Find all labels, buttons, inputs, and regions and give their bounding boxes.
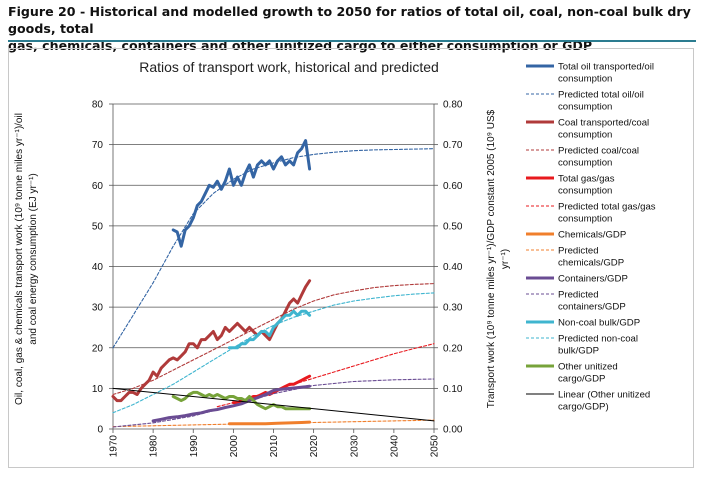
x-tick-label: 1970 bbox=[109, 435, 120, 458]
legend-label: Predicted bbox=[558, 290, 599, 301]
legend-label: Linear (Other unitized bbox=[558, 390, 650, 401]
x-tick-label: 2020 bbox=[309, 435, 320, 458]
y-tick-left: 10 bbox=[92, 384, 104, 395]
legend-label: containers/GDP bbox=[558, 302, 626, 313]
y-axis-right-title-line-2: yr⁻¹) bbox=[500, 249, 511, 269]
legend-label: Predicted total oil/oil bbox=[558, 90, 644, 101]
grid-lines bbox=[113, 103, 434, 430]
series-line bbox=[112, 148, 435, 349]
y-tick-left: 70 bbox=[92, 140, 104, 151]
series-line bbox=[112, 283, 435, 396]
legend-label: Predicted bbox=[558, 246, 599, 257]
x-tick-label: 1980 bbox=[149, 435, 160, 458]
y-tick-left: 80 bbox=[92, 100, 104, 111]
caption-line-1: Figure 20 - Historical and modelled grow… bbox=[8, 4, 691, 36]
y-tick-right: 0.10 bbox=[443, 384, 463, 395]
y-tick-left: 60 bbox=[92, 181, 104, 192]
x-tick-label: 1990 bbox=[189, 435, 200, 458]
series-lines bbox=[111, 139, 435, 428]
series-line bbox=[112, 419, 435, 428]
series-line bbox=[111, 279, 312, 403]
legend-label: Non-coal bulk/GDP bbox=[558, 318, 640, 329]
x-tick-label: 2050 bbox=[430, 435, 441, 458]
series-line bbox=[112, 387, 435, 422]
x-tick-label: 2030 bbox=[349, 435, 360, 458]
series-line bbox=[171, 139, 312, 248]
y-tick-right: 0.40 bbox=[443, 262, 463, 273]
chart-title: Ratios of transport work, historical and… bbox=[139, 59, 439, 75]
y-tick-left: 40 bbox=[92, 262, 104, 273]
chart-frame bbox=[8, 48, 694, 468]
y-tick-right: 0.30 bbox=[443, 303, 463, 314]
y-tick-right: 0.80 bbox=[443, 100, 463, 111]
legend-label: chemicals/GDP bbox=[558, 258, 624, 269]
legend-label: cargo/GDP) bbox=[558, 402, 609, 413]
legend-label: cargo/GDP bbox=[558, 374, 605, 385]
legend-label: Other unitized bbox=[558, 362, 618, 373]
legend-label: Chemicals/GDP bbox=[558, 230, 626, 241]
x-tick-label: 2000 bbox=[229, 435, 240, 458]
caption-divider bbox=[8, 40, 696, 42]
y-axis-left-title-line-2: and coal energy consumption (EJ yr⁻¹) bbox=[28, 173, 39, 344]
legend-label: bulk/GDP bbox=[558, 346, 599, 357]
y-axis-right-title-line-1: Transport work (10⁹ tonne miles yr⁻¹)/GD… bbox=[486, 109, 497, 408]
legend-label: consumption bbox=[558, 186, 612, 197]
legend-label: consumption bbox=[558, 158, 612, 169]
legend-label: consumption bbox=[558, 214, 612, 225]
series-line bbox=[227, 309, 312, 350]
legend-label: Coal transported/coal bbox=[558, 118, 649, 129]
y-tick-left: 20 bbox=[92, 343, 104, 354]
legend-label: consumption bbox=[558, 102, 612, 113]
series-line bbox=[171, 390, 312, 411]
legend-label: Containers/GDP bbox=[558, 274, 628, 285]
legend-label: Total oil transported/oil bbox=[558, 62, 654, 73]
y-tick-right: 0.20 bbox=[443, 343, 463, 354]
legend-label: Total gas/gas bbox=[558, 174, 615, 185]
legend-label: consumption bbox=[558, 74, 612, 85]
legend-label: consumption bbox=[558, 130, 612, 141]
legend-label: Predicted total gas/gas bbox=[558, 202, 656, 213]
series-line bbox=[112, 292, 435, 414]
axes bbox=[109, 103, 438, 433]
y-tick-right: 0.60 bbox=[443, 181, 463, 192]
y-tick-left: 50 bbox=[92, 221, 104, 232]
y-tick-right: 0.00 bbox=[443, 425, 463, 436]
y-tick-left: 30 bbox=[92, 303, 104, 314]
y-tick-left: 0 bbox=[97, 425, 103, 436]
legend-label: Predicted non-coal bbox=[558, 334, 638, 345]
tick-labels: 010203040506070800.000.100.200.300.400.5… bbox=[92, 100, 463, 458]
series-line bbox=[216, 343, 435, 408]
y-axis-left-title-line-1: Oil, coal, gas & chemicals transport wor… bbox=[14, 113, 25, 405]
legend-label: Predicted coal/coal bbox=[558, 146, 639, 157]
x-tick-label: 2040 bbox=[389, 435, 400, 458]
series-line bbox=[112, 378, 435, 428]
x-tick-label: 2010 bbox=[269, 435, 280, 458]
y-tick-right: 0.70 bbox=[443, 140, 463, 151]
legend: Total oil transported/oilconsumptionPred… bbox=[526, 62, 656, 413]
y-tick-right: 0.50 bbox=[443, 221, 463, 232]
